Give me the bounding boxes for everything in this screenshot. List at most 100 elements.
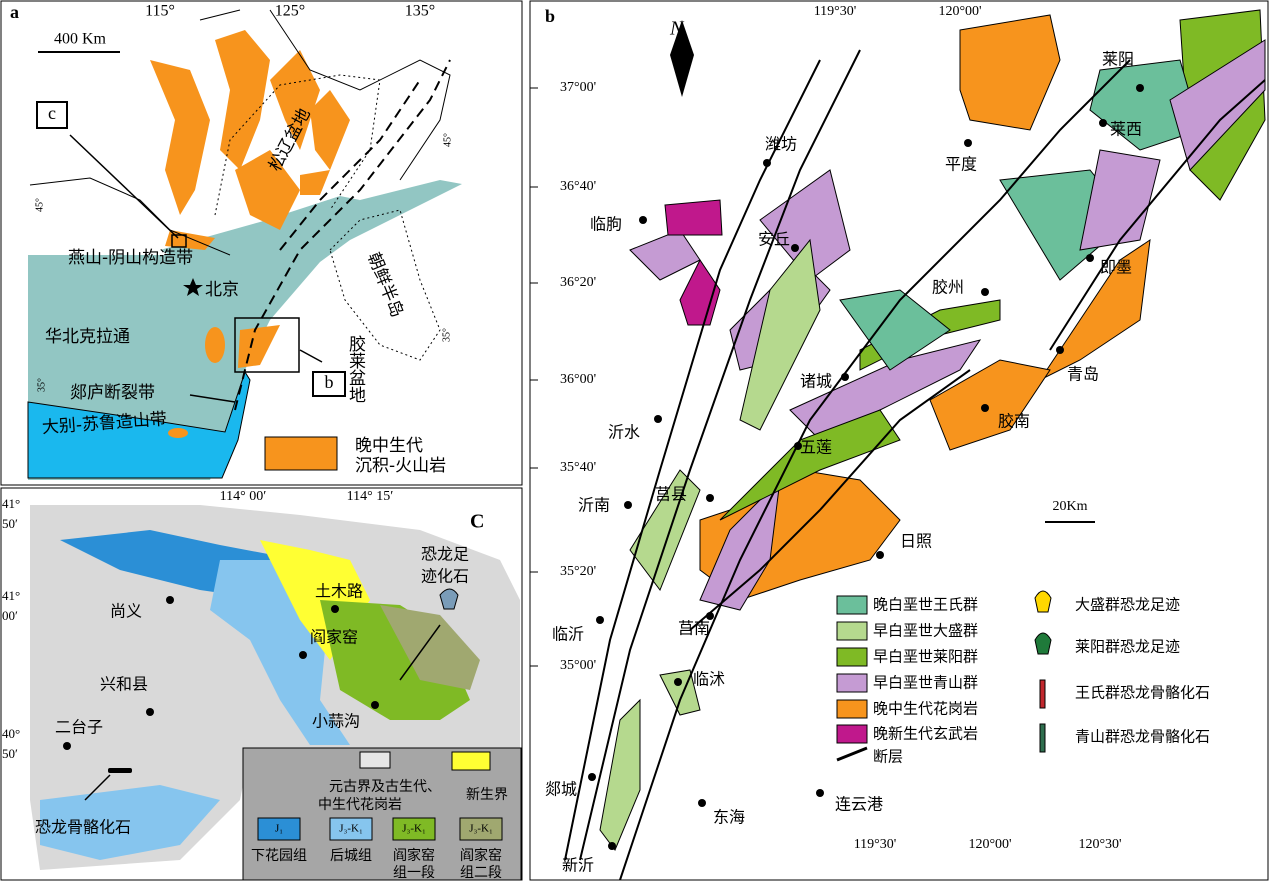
map-label: 华北克拉通 bbox=[45, 327, 130, 347]
city-dot bbox=[588, 773, 596, 781]
panel-label: b bbox=[545, 6, 555, 26]
city-label: 土木路 bbox=[315, 582, 363, 601]
wangshi-group bbox=[1089, 59, 1201, 151]
lon-tick-label: 115° bbox=[145, 3, 175, 20]
lat-label: 50′ bbox=[2, 746, 18, 761]
map-label: 北京 bbox=[205, 280, 239, 300]
legend-label: 青山群恐龙骨骼化石 bbox=[1075, 728, 1210, 746]
city-label: 沂水 bbox=[608, 423, 640, 442]
city-label: 莱阳 bbox=[1102, 50, 1134, 69]
city-label: 连云港 bbox=[835, 795, 883, 814]
city-label: 小蒜沟 bbox=[312, 712, 360, 731]
city-dot bbox=[624, 501, 632, 509]
city-label: 郯城 bbox=[545, 780, 577, 799]
panel-label: a bbox=[10, 2, 19, 22]
city-dot bbox=[791, 244, 799, 252]
city-dot bbox=[698, 799, 706, 807]
legend-label: 后城组 bbox=[330, 848, 372, 864]
beijing-star bbox=[183, 278, 203, 296]
city-dot bbox=[1086, 254, 1094, 262]
panel-c-map bbox=[0, 487, 523, 881]
fault bbox=[279, 79, 421, 251]
footprint-icon bbox=[439, 588, 459, 610]
scale-label: 400 Km bbox=[54, 31, 107, 48]
scale-label: 20Km bbox=[1053, 499, 1088, 514]
lon-tick-label: 135° bbox=[405, 3, 435, 20]
city-dot bbox=[706, 612, 714, 620]
city-dot bbox=[596, 616, 604, 624]
inset-box bbox=[36, 101, 68, 129]
city-label: 东海 bbox=[713, 808, 745, 827]
city-dot bbox=[706, 494, 714, 502]
city-label: 胶州 bbox=[932, 278, 964, 297]
lat-tick-label: 35° bbox=[36, 378, 47, 392]
qingshan-group bbox=[1169, 39, 1266, 171]
panel-a-map bbox=[0, 0, 523, 486]
lat-label: 00′ bbox=[2, 608, 18, 623]
city-dot bbox=[299, 651, 307, 659]
city-dot bbox=[654, 415, 662, 423]
city-dot bbox=[639, 216, 647, 224]
lat-label: 50′ bbox=[2, 516, 18, 531]
city-dot bbox=[981, 404, 989, 412]
legend-label: 元古界及古生代、 bbox=[329, 779, 441, 795]
unit-code: J₃-K₁ bbox=[402, 823, 426, 835]
legend-label: 阎家窑 bbox=[460, 847, 502, 864]
city-label: 五莲 bbox=[800, 438, 832, 457]
map-label: 郯庐断裂带 bbox=[70, 383, 155, 403]
legend-label: 下花园组 bbox=[251, 848, 307, 864]
legend-label: 早白垩世青山群 bbox=[873, 674, 978, 692]
legend-swatch bbox=[451, 751, 491, 771]
city-dot bbox=[794, 442, 802, 450]
leader-arrow bbox=[69, 134, 179, 239]
lat-label: 37°00' bbox=[560, 80, 596, 95]
legend-swatch bbox=[257, 817, 301, 841]
city-dot bbox=[841, 373, 849, 381]
city-label: 临沂 bbox=[552, 625, 584, 644]
city-label: 新沂 bbox=[562, 856, 594, 875]
city-label: 阎家窑 bbox=[310, 628, 358, 647]
city-label: 诸城 bbox=[800, 372, 832, 391]
legend-swatch bbox=[264, 436, 338, 471]
granite bbox=[929, 359, 1051, 451]
north-label: N bbox=[669, 18, 685, 40]
dasheng-group bbox=[629, 469, 701, 592]
coastline bbox=[29, 177, 231, 256]
legend-label: 中生代花岗岩 bbox=[318, 797, 402, 813]
city-label: 日照 bbox=[900, 532, 932, 551]
legend-label: 断层 bbox=[873, 748, 903, 766]
city-label: 沂南 bbox=[578, 496, 610, 515]
city-label: 莒县 bbox=[655, 485, 687, 504]
legend-swatch bbox=[329, 817, 373, 841]
border bbox=[199, 9, 451, 181]
lat-tick-label: 45° bbox=[34, 198, 45, 212]
city-dot bbox=[146, 708, 154, 716]
city-dot bbox=[331, 605, 339, 613]
city-dot bbox=[371, 701, 379, 709]
legend-label: 晚新生代玄武岩 bbox=[873, 725, 978, 743]
lat-label: 41° bbox=[2, 496, 20, 511]
lat-label: 36°20' bbox=[560, 275, 596, 290]
lon-label: 114° 00′ bbox=[220, 489, 267, 504]
lon-label: 120°30' bbox=[1078, 837, 1121, 852]
lat-label: 41° bbox=[2, 588, 20, 603]
lon-tick-label: 125° bbox=[275, 3, 305, 20]
qingshan-group bbox=[1079, 149, 1161, 251]
panel-b-map bbox=[529, 0, 1269, 881]
unit-code: J₁ bbox=[275, 823, 283, 835]
city-dot bbox=[816, 789, 824, 797]
leader-arrow bbox=[299, 349, 323, 363]
legend-label: 阎家窑 bbox=[393, 847, 435, 864]
legend-label: 早白垩世莱阳群 bbox=[873, 648, 978, 666]
lat-label: 35°20' bbox=[560, 564, 596, 579]
city-dot bbox=[981, 288, 989, 296]
faults bbox=[564, 49, 1266, 881]
lat-label: 36°40' bbox=[560, 179, 596, 194]
leader-arrow bbox=[84, 774, 111, 801]
panel-label: C bbox=[470, 511, 484, 533]
north-arrow bbox=[670, 20, 694, 97]
city-label: 胶南 bbox=[998, 412, 1030, 431]
songliao-basin-outline bbox=[214, 74, 381, 216]
